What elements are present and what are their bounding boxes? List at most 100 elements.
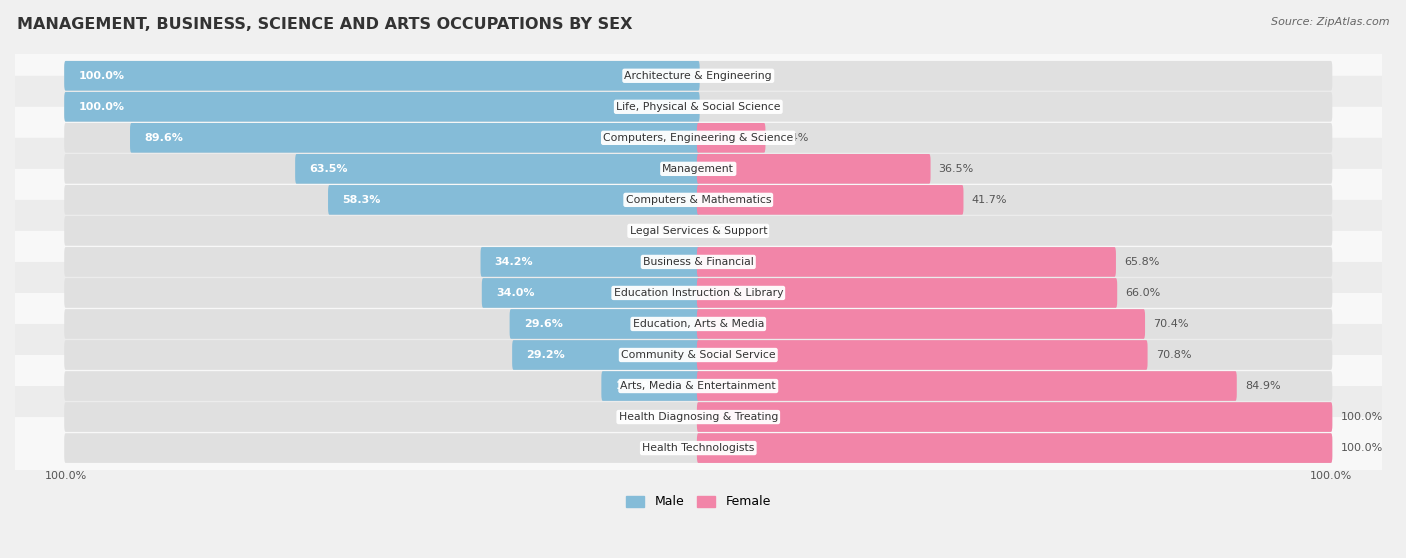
Legend: Male, Female: Male, Female (620, 490, 776, 513)
FancyBboxPatch shape (11, 169, 1385, 231)
FancyBboxPatch shape (697, 61, 1333, 90)
FancyBboxPatch shape (509, 309, 700, 339)
Text: 0.0%: 0.0% (661, 412, 689, 422)
FancyBboxPatch shape (697, 371, 1237, 401)
Text: 100.0%: 100.0% (1340, 412, 1382, 422)
Text: 70.8%: 70.8% (1156, 350, 1191, 360)
Text: Education Instruction & Library: Education Instruction & Library (613, 288, 783, 298)
Text: 63.5%: 63.5% (309, 164, 347, 174)
FancyBboxPatch shape (65, 278, 700, 308)
Text: Arts, Media & Entertainment: Arts, Media & Entertainment (620, 381, 776, 391)
FancyBboxPatch shape (697, 402, 1333, 432)
FancyBboxPatch shape (697, 185, 963, 215)
FancyBboxPatch shape (11, 386, 1385, 448)
FancyBboxPatch shape (697, 309, 1333, 339)
FancyBboxPatch shape (11, 45, 1385, 107)
Text: 0.0%: 0.0% (661, 226, 689, 236)
Text: Architecture & Engineering: Architecture & Engineering (624, 71, 772, 81)
FancyBboxPatch shape (328, 185, 700, 215)
FancyBboxPatch shape (697, 278, 1118, 308)
FancyBboxPatch shape (697, 340, 1147, 370)
Text: 0.0%: 0.0% (707, 71, 735, 81)
FancyBboxPatch shape (65, 92, 700, 122)
FancyBboxPatch shape (697, 154, 1333, 184)
FancyBboxPatch shape (697, 340, 1333, 370)
FancyBboxPatch shape (65, 309, 700, 339)
FancyBboxPatch shape (65, 185, 700, 215)
Text: 100.0%: 100.0% (1340, 443, 1382, 453)
FancyBboxPatch shape (697, 216, 1333, 246)
FancyBboxPatch shape (697, 247, 1333, 277)
Text: 36.5%: 36.5% (939, 164, 974, 174)
FancyBboxPatch shape (295, 154, 700, 184)
FancyBboxPatch shape (11, 417, 1385, 479)
Text: MANAGEMENT, BUSINESS, SCIENCE AND ARTS OCCUPATIONS BY SEX: MANAGEMENT, BUSINESS, SCIENCE AND ARTS O… (17, 17, 633, 32)
Text: 29.6%: 29.6% (523, 319, 562, 329)
FancyBboxPatch shape (129, 123, 700, 153)
FancyBboxPatch shape (65, 154, 700, 184)
FancyBboxPatch shape (697, 123, 765, 153)
FancyBboxPatch shape (65, 340, 700, 370)
FancyBboxPatch shape (697, 123, 1333, 153)
Text: Life, Physical & Social Science: Life, Physical & Social Science (616, 102, 780, 112)
FancyBboxPatch shape (11, 355, 1385, 417)
FancyBboxPatch shape (481, 247, 700, 277)
FancyBboxPatch shape (697, 371, 1333, 401)
FancyBboxPatch shape (602, 371, 700, 401)
Text: 84.9%: 84.9% (1244, 381, 1281, 391)
Text: Education, Arts & Media: Education, Arts & Media (633, 319, 763, 329)
Text: 100.0%: 100.0% (45, 472, 87, 482)
FancyBboxPatch shape (11, 200, 1385, 262)
Text: 65.8%: 65.8% (1123, 257, 1160, 267)
Text: 66.0%: 66.0% (1125, 288, 1160, 298)
Text: Business & Financial: Business & Financial (643, 257, 754, 267)
Text: Computers, Engineering & Science: Computers, Engineering & Science (603, 133, 793, 143)
FancyBboxPatch shape (697, 309, 1144, 339)
Text: Legal Services & Support: Legal Services & Support (630, 226, 768, 236)
FancyBboxPatch shape (65, 92, 700, 122)
FancyBboxPatch shape (697, 402, 1333, 432)
FancyBboxPatch shape (65, 371, 700, 401)
FancyBboxPatch shape (11, 293, 1385, 355)
Text: 58.3%: 58.3% (342, 195, 381, 205)
FancyBboxPatch shape (11, 231, 1385, 293)
Text: 10.4%: 10.4% (773, 133, 808, 143)
FancyBboxPatch shape (11, 76, 1385, 138)
FancyBboxPatch shape (65, 402, 700, 432)
Text: 34.0%: 34.0% (496, 288, 534, 298)
FancyBboxPatch shape (65, 61, 700, 90)
FancyBboxPatch shape (11, 138, 1385, 200)
FancyBboxPatch shape (697, 92, 1333, 122)
Text: 100.0%: 100.0% (1310, 472, 1353, 482)
FancyBboxPatch shape (65, 433, 700, 463)
FancyBboxPatch shape (697, 278, 1333, 308)
FancyBboxPatch shape (65, 61, 700, 90)
Text: 0.0%: 0.0% (707, 102, 735, 112)
Text: 29.2%: 29.2% (526, 350, 565, 360)
Text: Management: Management (662, 164, 734, 174)
FancyBboxPatch shape (697, 247, 1116, 277)
Text: 0.0%: 0.0% (661, 443, 689, 453)
Text: 89.6%: 89.6% (143, 133, 183, 143)
FancyBboxPatch shape (697, 154, 931, 184)
FancyBboxPatch shape (697, 185, 1333, 215)
FancyBboxPatch shape (11, 324, 1385, 386)
FancyBboxPatch shape (65, 216, 700, 246)
Text: 34.2%: 34.2% (495, 257, 533, 267)
Text: 100.0%: 100.0% (79, 102, 124, 112)
FancyBboxPatch shape (65, 123, 700, 153)
Text: 0.0%: 0.0% (707, 226, 735, 236)
FancyBboxPatch shape (11, 107, 1385, 169)
Text: Health Diagnosing & Treating: Health Diagnosing & Treating (619, 412, 778, 422)
Text: Source: ZipAtlas.com: Source: ZipAtlas.com (1271, 17, 1389, 27)
Text: Community & Social Service: Community & Social Service (621, 350, 776, 360)
Text: 100.0%: 100.0% (79, 71, 124, 81)
FancyBboxPatch shape (697, 433, 1333, 463)
Text: Computers & Mathematics: Computers & Mathematics (626, 195, 770, 205)
Text: 41.7%: 41.7% (972, 195, 1007, 205)
FancyBboxPatch shape (482, 278, 700, 308)
Text: 70.4%: 70.4% (1153, 319, 1188, 329)
FancyBboxPatch shape (697, 433, 1333, 463)
FancyBboxPatch shape (65, 247, 700, 277)
Text: 15.1%: 15.1% (616, 381, 654, 391)
